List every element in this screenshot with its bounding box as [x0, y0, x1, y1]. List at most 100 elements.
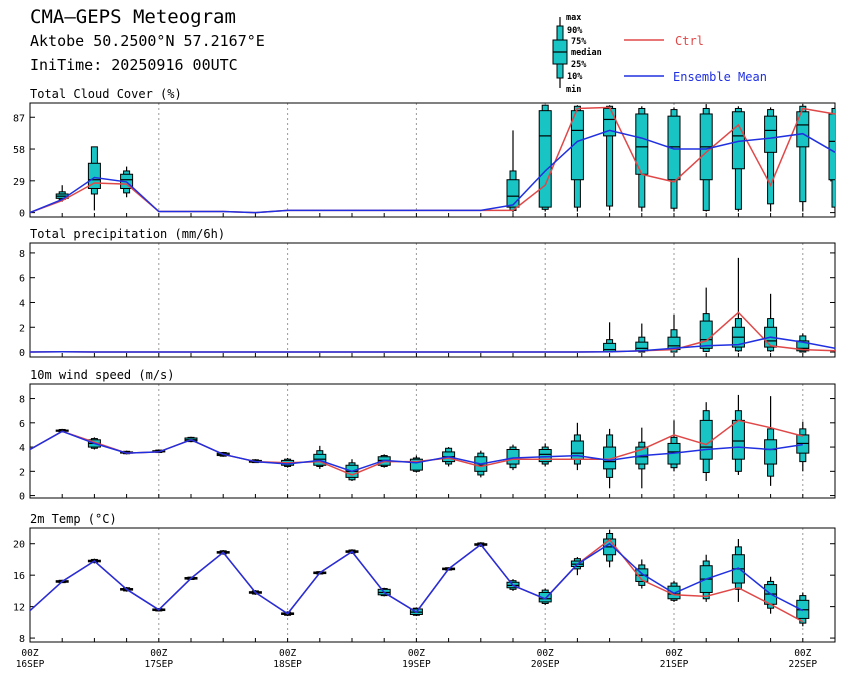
box-inner	[538, 591, 552, 603]
box-inner	[796, 434, 810, 454]
ensemble-box	[699, 104, 713, 212]
y-tick-label: 0	[19, 492, 25, 503]
x-tick-label-date: 17SEP	[144, 659, 173, 670]
ctrl-line	[30, 106, 835, 214]
ensemble-box	[764, 396, 778, 486]
ensemble-box	[764, 293, 778, 353]
panel-wind: 10m wind speed (m/s) 0 2 4 6 8	[19, 368, 836, 503]
y-tick-label: 4	[19, 443, 25, 454]
ensemble-box	[796, 421, 810, 472]
box-outer	[606, 105, 614, 207]
location-label: Aktobe 50.2500°N 57.2167°E	[30, 32, 265, 50]
ensemble-box	[796, 104, 810, 212]
y-tick-label: 12	[13, 603, 25, 614]
panel-title-cloud: Total Cloud Cover (%)	[30, 87, 182, 101]
y-tick-label: 8	[19, 249, 25, 260]
ensemble-box	[570, 105, 584, 212]
y-tick-label: 0	[19, 209, 25, 220]
ensemble-mean-line	[30, 430, 803, 473]
ensemble-box	[828, 106, 835, 212]
box-inner	[635, 341, 649, 352]
box-inner	[699, 419, 713, 460]
init-time-label: IniTime: 20250916 00UTC	[30, 56, 238, 74]
panel-cloud: Total Cloud Cover (%) 0 29 58 87	[13, 87, 836, 220]
ensemble-box	[635, 427, 649, 489]
ensemble-mean-line	[30, 129, 835, 214]
panel-frame	[29, 102, 836, 218]
panel-title-precip: Total precipitation (mm/6h)	[30, 227, 225, 241]
x-tick-label-date: 22SEP	[788, 659, 817, 670]
y-tick-label: 2	[19, 467, 25, 478]
data-layer	[30, 104, 835, 214]
x-tick-label-time: 00Z	[21, 648, 38, 659]
ensemble-box	[538, 104, 552, 212]
box-inner	[764, 439, 778, 465]
panel-frame	[29, 527, 836, 643]
panel-title-wind: 10m wind speed (m/s)	[30, 368, 175, 382]
x-tick-label-time: 00Z	[279, 648, 296, 659]
box-inner	[699, 320, 713, 349]
data-layer	[30, 529, 810, 627]
panel-title-temp: 2m Temp (°C)	[30, 512, 117, 526]
box-inner	[506, 448, 520, 465]
x-tick-label-date: 20SEP	[531, 659, 560, 670]
x-tick-label-time: 00Z	[408, 648, 425, 659]
panel-precip: Total precipitation (mm/6h) 0 2 4 6 8	[19, 227, 836, 359]
ensemble-box	[603, 105, 617, 211]
ensemble-box	[603, 322, 617, 353]
panel-frame	[29, 383, 836, 499]
ensemble-box	[764, 576, 778, 614]
x-tick-label-time: 00Z	[665, 648, 682, 659]
box-inner	[731, 419, 745, 460]
box-inner	[796, 111, 810, 148]
x-tick-label-date: 16SEP	[16, 659, 45, 670]
y-tick-label: 6	[19, 419, 25, 430]
y-tick-label: 2	[19, 323, 25, 334]
box-inner	[87, 162, 101, 190]
y-tick-label: 4	[19, 298, 25, 309]
ensemble-box	[87, 146, 101, 211]
y-tick-label: 20	[13, 540, 25, 551]
ensemble-box	[667, 420, 681, 472]
x-tick-label-time: 00Z	[794, 648, 811, 659]
box-inner	[667, 115, 681, 181]
data-layer	[30, 257, 835, 353]
box-inner	[828, 113, 835, 181]
ensemble-mean-line	[30, 336, 835, 353]
ensemble-mean-line	[30, 542, 804, 615]
x-tick-label-date: 21SEP	[660, 659, 689, 670]
box-inner	[796, 340, 810, 352]
ensemble-box	[764, 107, 778, 212]
box-inner	[506, 179, 520, 208]
box-inner	[603, 342, 617, 352]
y-tick-label: 58	[13, 145, 25, 156]
ensemble-box	[667, 107, 681, 212]
panel-temp: 2m Temp (°C) 8 12 16 20	[13, 512, 836, 645]
ensemble-box	[570, 422, 584, 471]
meteogram-title: CMA—GEPS Meteogram	[30, 6, 236, 28]
y-tick-label: 6	[19, 274, 25, 285]
box-inner	[764, 115, 778, 153]
ensemble-box	[570, 557, 584, 576]
ensemble-box	[506, 130, 520, 213]
y-tick-label: 0	[19, 348, 25, 359]
ensemble-box	[731, 106, 745, 212]
y-tick-label: 8	[19, 395, 25, 406]
ensemble-box	[667, 314, 681, 353]
ensemble-box	[538, 443, 552, 467]
panel-frame	[29, 242, 836, 358]
y-tick-label: 87	[13, 113, 25, 124]
ensemble-box	[635, 323, 649, 353]
x-tick-label-time: 00Z	[537, 648, 554, 659]
box-inner	[538, 110, 552, 208]
y-tick-label: 29	[13, 177, 25, 188]
box-inner	[570, 110, 584, 181]
ensemble-box	[731, 257, 745, 353]
box-outer	[799, 105, 807, 203]
box-inner	[409, 458, 423, 471]
y-tick-label: 8	[19, 634, 25, 645]
x-tick-label-date: 18SEP	[273, 659, 302, 670]
ensemble-box	[409, 455, 423, 473]
ensemble-box	[313, 445, 327, 469]
